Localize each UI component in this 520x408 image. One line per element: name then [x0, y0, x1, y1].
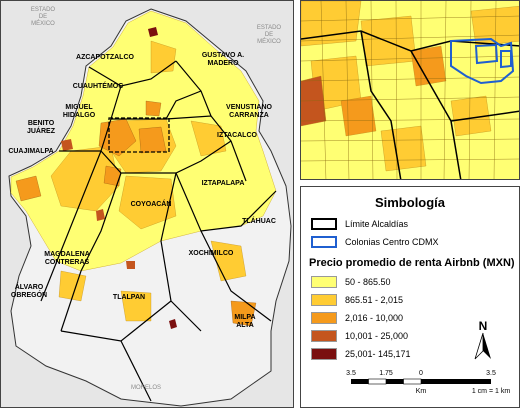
legend-swatch-class-5 — [311, 348, 337, 360]
label-alvaro: ÁLVARO OBREGÓN — [11, 282, 47, 299]
label-iztacalco: IZTACALCO — [217, 132, 257, 139]
label-tlalpan: TLALPAN — [113, 294, 145, 301]
legend-class-1: 50 - 865.50 — [311, 275, 391, 289]
label-xochimilco: XOCHIMILCO — [189, 250, 234, 257]
very-high-price-patches — [61, 139, 135, 269]
inset-centro-colonias — [450, 37, 515, 85]
label-gam: GUSTAVO A. MADERO — [202, 52, 244, 67]
label-azcapotzalco: AZCAPOTZALCO — [76, 54, 134, 61]
label-venustiano: VENUSTIANO CARRANZA — [226, 104, 272, 119]
label-edomex-left: ESTADO DE MÉXICO — [31, 7, 56, 27]
legend-swatch-class-2 — [311, 294, 337, 306]
high-price-patches — [15, 100, 257, 327]
inset-map — [300, 0, 520, 180]
legend-class-2: 865.51 - 2,015 — [311, 293, 403, 307]
label-edomex-right: ESTADO DE MÉXICO — [257, 25, 282, 45]
legend-panel: Simbología Límite Alcaldías Colonias Cen… — [300, 186, 520, 408]
label-miguel-hidalgo: MIGUEL HIDALGO — [63, 104, 96, 119]
legend-swatch-centro — [311, 236, 337, 248]
legend-swatch-alcaldias — [311, 218, 337, 230]
legend-label-class-3: 2,016 - 10,000 — [345, 313, 404, 323]
legend-label-centro: Colonias Centro CDMX — [345, 237, 439, 247]
scale-tick-0: 3.5 — [346, 370, 356, 377]
scale-unit: Km — [416, 388, 427, 395]
main-map: ESTADO DE MÉXICO ESTADO DE MÉXICO MORELOS AZ… — [0, 0, 294, 408]
legend-class-4: 10,001 - 25,000 — [311, 329, 408, 343]
centro-frame — [108, 117, 170, 153]
legend-class-3: 2,016 - 10,000 — [311, 311, 403, 325]
scale-tick-2: 0 — [419, 370, 423, 377]
label-magdalena: MAGDALENA CONTRERAS — [44, 251, 90, 266]
legend-swatch-class-3 — [311, 312, 337, 324]
top-price-patches — [148, 27, 177, 329]
alcaldia-boundaries — [40, 60, 277, 402]
label-tlahuac: TLÁHUAC — [242, 216, 276, 225]
inset-street-grid — [301, 1, 519, 179]
legend-label-class-2: 865.51 - 2,015 — [345, 295, 404, 305]
inset-patches — [301, 1, 519, 172]
legend-label-class-5: 25,001- 145,171 — [345, 349, 411, 359]
legend-item-centro: Colonias Centro CDMX — [311, 235, 439, 249]
label-benito-juarez: BENITO JUÁREZ — [27, 120, 56, 135]
scale-bar: 3.5 1.75 0 3.5 Km 1 cm = 1 km — [346, 370, 510, 395]
north-arrow-letter: N — [479, 319, 488, 333]
label-milpa-alta: MILPA ALTA — [234, 314, 255, 329]
legend-swatch-class-4 — [311, 330, 337, 342]
label-coyoacan: COYOACÁN — [131, 199, 172, 208]
scale-tick-1: 1.75 — [379, 370, 393, 377]
legend-item-alcaldias: Límite Alcaldías — [311, 217, 408, 231]
north-arrow-icon: N — [474, 319, 491, 360]
scale-ratio: 1 cm = 1 km — [472, 388, 510, 395]
label-morelos: MORELOS — [131, 385, 161, 391]
inset-alcaldia-boundaries — [301, 30, 519, 179]
legend-class-5: 25,001- 145,171 — [311, 347, 411, 361]
legend-label-class-1: 50 - 865.50 — [345, 277, 391, 287]
legend-swatch-class-1 — [311, 276, 337, 288]
legend-label-alcaldias: Límite Alcaldías — [345, 219, 409, 229]
label-cuajimalpa: CUAJIMALPA — [8, 148, 53, 155]
label-iztapalapa: IZTAPALAPA — [202, 180, 245, 187]
inset-map-svg — [301, 1, 519, 179]
scale-tick-3: 3.5 — [486, 370, 496, 377]
legend-label-class-4: 10,001 - 25,000 — [345, 331, 409, 341]
legend-title: Simbología — [374, 195, 446, 210]
legend-price-title: Precio promedio de renta Airbnb (MXN) — [309, 257, 515, 269]
main-map-svg: ESTADO DE MÉXICO ESTADO DE MÉXICO MORELOS AZ… — [1, 1, 293, 407]
label-cuauhtemoc: CUAUHTÉMOC — [73, 81, 124, 90]
